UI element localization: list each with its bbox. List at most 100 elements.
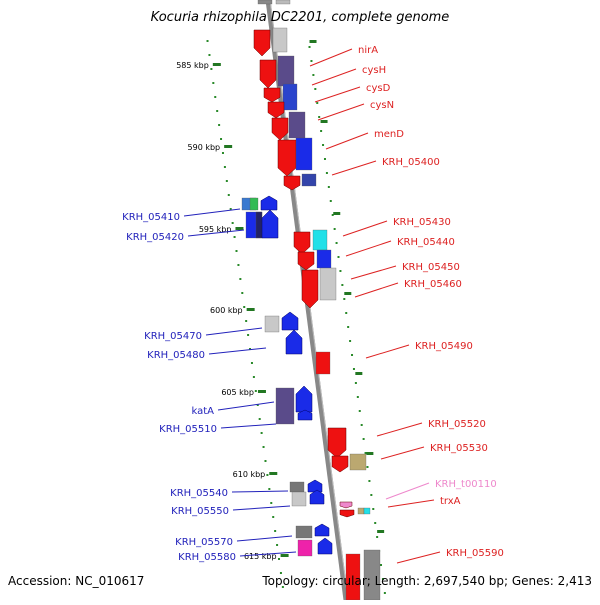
guide-dot [322,144,325,146]
guide-dot [262,446,265,448]
gene-arrow [307,479,323,493]
guide-dot [233,236,236,238]
gene-block [291,491,307,507]
gene-label-leader [342,220,388,237]
gene-label-leader [217,401,275,411]
gene-label: katA [191,406,214,417]
gene-label-leader [220,423,277,429]
gene-label: KRH_05420 [126,232,184,243]
gene-label-leader [385,482,430,500]
gene-arrow [317,537,333,555]
scale-tick-label: 595 kbp [199,225,232,234]
gene-label: cysN [370,100,394,111]
scale-tick-right [320,120,328,123]
guide-dot [216,110,219,112]
guide-dot [278,558,281,560]
guide-dot [254,390,257,392]
gene-label-leader [376,422,423,437]
gene-arrow [297,409,313,421]
scale-tick-right [333,212,341,215]
accession-text: Accession: NC_010617 [8,574,145,588]
gene-label: KRH_05400 [382,157,440,168]
gene-label: KRH_05580 [178,552,236,563]
gene-label: KRH_05530 [430,443,488,454]
guide-dot [272,516,275,518]
gene-label-leader [365,344,410,359]
guide-dot [356,396,359,398]
guide-dot [374,522,377,524]
scale-tick [212,63,221,66]
gene-label-leader [317,103,365,121]
gene-label-leader [187,229,245,237]
guide-dot [381,578,384,580]
guide-dot [206,40,209,42]
gene-block [316,249,332,269]
scale-tick-right [355,372,363,375]
guide-dot [380,564,383,566]
gene-arrow [261,209,279,239]
gene-block [277,55,295,87]
guide-dot [225,180,228,182]
scale-tick [269,472,278,475]
gene-arrow [293,231,311,255]
scale-tick-label: 590 kbp [188,143,221,152]
forward-strand-genes [253,0,381,601]
gene-label-leader [354,282,399,298]
gene-block [301,173,317,187]
guide-dot [220,138,223,140]
guide-dot [345,312,348,314]
gene-label: cysD [366,83,391,94]
guide-dot [351,354,354,356]
guide-dot [210,68,213,70]
gene-block [275,387,295,425]
guide-dot [227,194,230,196]
gene-label: KRH_05470 [144,331,202,342]
gene-label: KRH_05440 [397,237,455,248]
gene-block [312,229,328,251]
scale-tick [280,554,289,557]
gene-label-leader [396,551,441,564]
guide-dot [249,348,252,350]
guide-dot [214,96,217,98]
scale-tick [246,308,255,311]
guide-dot [208,54,211,56]
gene-arrow [331,455,349,473]
guide-dot [358,410,361,412]
gene-arrow [339,509,355,518]
gene-label-leader [205,327,263,336]
guide-dot [279,572,282,574]
gene-block [249,197,259,211]
guide-dot [245,320,248,322]
gene-block [297,539,313,557]
gene-label-leader [183,208,241,217]
guide-dot [223,166,226,168]
guide-dot [256,404,259,406]
guide-dot [312,74,315,76]
gene-label: KRH_05590 [446,548,504,559]
guide-dot [266,474,269,476]
gene-label: trxA [440,496,461,507]
gene-arrow [339,501,353,509]
gene-block [357,507,365,515]
gene-label: KRH_05510 [159,424,217,435]
guide-dot [337,256,340,258]
gene-label-leader [309,48,353,67]
gene-block [363,507,371,515]
gene-block [257,0,273,5]
guide-dot [325,172,328,174]
gene-arrow [301,269,319,309]
scale-tick-right [377,530,385,533]
gene-label-leader [314,86,361,103]
gene-label: cysH [362,65,386,76]
gene-label: KRH_05450 [402,262,460,273]
guide-dot [327,186,330,188]
scale: 585 kbp 590 kbp 595 kbp 600 kbp 605 kbp 610 k… [176,40,385,561]
gene-arrow [297,251,315,271]
guide-dot [268,488,271,490]
gene-arrow [327,427,347,459]
guide-dot [281,586,284,588]
gene-label-leader [231,490,289,493]
gene-label: KRH_05570 [175,537,233,548]
gene-block [282,83,298,111]
